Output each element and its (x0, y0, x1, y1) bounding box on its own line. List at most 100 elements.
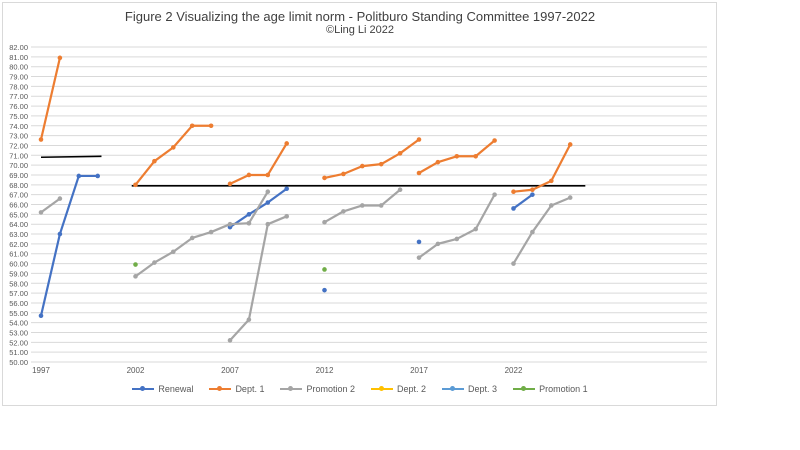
y-tick-label: 59.00 (9, 269, 28, 278)
legend-swatch (442, 386, 465, 391)
y-tick-label: 70.00 (9, 161, 28, 170)
data-point-renewal (38, 313, 44, 319)
data-point-promotion-2 (397, 187, 403, 193)
data-point-dept-1 (133, 182, 138, 188)
data-point-dept-1 (227, 181, 233, 187)
data-point-promotion-2 (227, 221, 233, 227)
legend-swatch (513, 386, 536, 391)
legend-label: Dept. 1 (235, 384, 265, 394)
data-point-promotion-2 (265, 221, 271, 227)
y-tick-label: 71.00 (9, 151, 28, 160)
y-tick-label: 53.00 (9, 328, 28, 337)
data-point-dept-1 (360, 163, 365, 169)
y-tick-label: 69.00 (9, 171, 28, 180)
y-tick-label: 54.00 (9, 319, 28, 328)
y-tick-label: 79.00 (9, 73, 28, 82)
data-point-renewal (530, 192, 535, 197)
y-tick-label: 75.00 (9, 112, 28, 121)
legend-item-dept-3: Dept. 3 (442, 384, 497, 394)
y-tick-label: 51.00 (9, 348, 28, 357)
y-tick-label: 60.00 (9, 260, 28, 269)
x-tick-label: 2002 (127, 366, 145, 375)
y-tick-label: 64.00 (9, 220, 28, 229)
y-tick-label: 76.00 (9, 102, 28, 111)
series-line-dept-1 (228, 142, 288, 185)
data-point-promotion-2 (38, 210, 44, 215)
data-point-promotion-2 (435, 241, 441, 247)
data-point-dept-1 (208, 123, 214, 129)
series-line-promotion-2 (39, 197, 62, 214)
data-point-promotion-2 (549, 203, 554, 208)
y-tick-label: 52.00 (9, 338, 28, 347)
legend-item-promotion-1: Promotion 1 (513, 384, 588, 394)
y-tick-label: 72.00 (9, 141, 28, 150)
series-line-promotion-2 (228, 215, 288, 342)
legend-item-dept-1: Dept. 1 (209, 384, 264, 394)
y-tick-label: 82.00 (9, 43, 28, 52)
legend-item-promotion-2: Promotion 2 (280, 384, 355, 394)
series-line-dept-1 (512, 143, 572, 193)
data-point-promotion-2 (171, 249, 176, 255)
y-tick-label: 62.00 (9, 240, 28, 249)
y-tick-label: 66.00 (9, 201, 28, 210)
y-tick-label: 81.00 (9, 53, 28, 62)
data-point-dept-1 (416, 137, 422, 142)
data-point-promotion-2 (360, 203, 365, 208)
legend-swatch (132, 386, 155, 391)
data-point-renewal (57, 231, 63, 237)
legend-label: Promotion 2 (306, 384, 355, 394)
data-point-promotion-2 (246, 317, 252, 322)
x-tick-label: 1997 (32, 366, 50, 375)
chart-subtitle: ©Ling Li 2022 (325, 24, 395, 36)
data-point-dept-1 (171, 145, 176, 150)
data-point-dept-1 (492, 138, 497, 143)
data-point-dept-1 (378, 161, 384, 167)
data-point-promotion-2 (284, 214, 290, 219)
legend-item-dept-2: Dept. 2 (371, 384, 426, 394)
data-point-dept-1 (57, 55, 63, 61)
data-point-promotion-2 (133, 274, 138, 279)
y-tick-label: 80.00 (9, 63, 28, 72)
legend-item-renewal: Renewal (132, 384, 193, 394)
data-point-renewal (76, 173, 82, 179)
data-point-promotion-2 (454, 236, 460, 242)
data-point-dept-1 (567, 142, 573, 147)
data-point-renewal (246, 212, 252, 217)
x-tick-label: 2007 (221, 366, 239, 375)
x-tick-label: 2012 (316, 366, 334, 375)
data-point-dept-1 (246, 172, 252, 178)
data-point-promotion-2 (511, 261, 516, 266)
data-point-promotion-2 (189, 235, 195, 241)
data-point-dept-1 (435, 159, 441, 165)
data-point-renewal (511, 206, 516, 211)
data-point-dept-1 (152, 158, 157, 164)
data-point-dept-1 (189, 123, 195, 129)
data-point-promotion-2 (208, 229, 214, 235)
data-point-dept-1 (397, 151, 403, 156)
y-tick-label: 57.00 (9, 289, 28, 298)
chart-legend: Renewal Dept. 1 Promotion 2 Dept. 2 Dept. 3 P… (0, 384, 720, 394)
data-point-dept-1 (454, 153, 460, 159)
data-point-promotion-1 (133, 262, 138, 267)
series-line-dept-1 (323, 138, 421, 180)
y-tick-label: 74.00 (9, 122, 28, 131)
y-tick-label: 67.00 (9, 191, 28, 200)
y-tick-label: 58.00 (9, 279, 28, 288)
legend-label: Dept. 3 (468, 384, 498, 394)
data-point-renewal (265, 200, 271, 205)
data-point-renewal (322, 287, 327, 293)
legend-marker (379, 386, 384, 391)
reference-line (40, 155, 102, 159)
data-point-renewal (284, 186, 290, 192)
legend-swatch (371, 386, 393, 391)
series-line-promotion-2 (247, 190, 269, 225)
data-point-promotion-2 (530, 229, 535, 235)
series-line-promotion-2 (512, 196, 572, 265)
legend-label: Dept. 2 (397, 384, 427, 394)
y-tick-label: 63.00 (9, 230, 28, 239)
data-point-promotion-2 (341, 209, 346, 214)
data-point-dept-1 (341, 171, 346, 177)
data-point-promotion-2 (246, 220, 252, 226)
y-tick-label: 78.00 (9, 82, 28, 91)
